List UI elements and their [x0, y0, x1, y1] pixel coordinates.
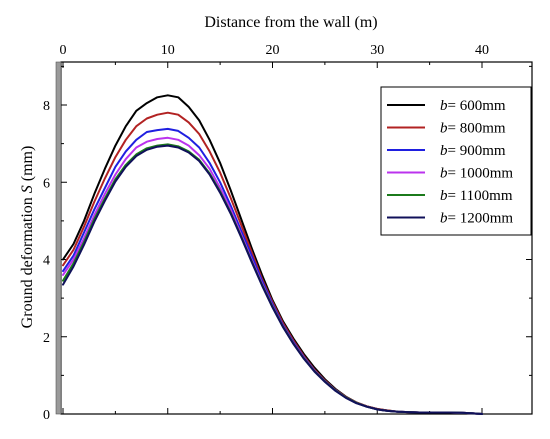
legend-label: b= 800mm: [440, 121, 506, 137]
legend-item: b= 800mm: [387, 121, 506, 137]
legend-label-rest: = 1200mm: [448, 211, 514, 227]
legend-box: [380, 86, 532, 236]
legend-label: b= 1000mm: [440, 166, 513, 182]
y-axis-title-italic: S: [19, 185, 36, 193]
legend-label-rest: = 1000mm: [448, 166, 514, 182]
legend-label: b= 1200mm: [440, 211, 513, 227]
y-axis-title: Ground deformation S (mm): [19, 146, 36, 329]
x-tick-label: 0: [60, 43, 67, 58]
legend-label: b= 900mm: [440, 143, 506, 159]
legend-label-rest: = 900mm: [448, 143, 506, 159]
series-lines: [62, 94, 483, 415]
legend-item: b= 600mm: [387, 98, 506, 114]
legend-label-italic: b: [440, 166, 448, 182]
legend-label-italic: b: [440, 143, 448, 159]
series-line-6: [62, 144, 483, 415]
x-tick-label: 40: [475, 43, 489, 58]
legend-item: b= 1000mm: [387, 166, 513, 182]
y-tick-label: 6: [43, 176, 50, 191]
y-axis-gray-bar: [55, 61, 62, 415]
x-axis-title: Distance from the wall (m): [204, 14, 377, 31]
y-axis-title-suffix: (mm): [19, 146, 36, 186]
legend-label-rest: = 1100mm: [448, 188, 513, 204]
y-tick-label: 2: [43, 331, 50, 346]
x-tick-label: 20: [266, 43, 280, 58]
y-tick-label: 0: [43, 408, 50, 423]
legend-label-italic: b: [440, 211, 448, 227]
legend-label-italic: b: [440, 121, 448, 137]
y-tick-label: 4: [43, 254, 50, 269]
legend-label-rest: = 800mm: [448, 121, 506, 137]
legend-label-rest: = 600mm: [448, 98, 506, 114]
y-axis-title-prefix: Ground deformation: [19, 193, 36, 328]
legend-label: b= 1100mm: [440, 188, 513, 204]
legend-label: b= 600mm: [440, 98, 506, 114]
legend-label-italic: b: [440, 188, 448, 204]
legend-label-italic: b: [440, 98, 448, 114]
legend-item: b= 1100mm: [387, 188, 513, 204]
x-tick-label: 30: [370, 43, 384, 58]
legend-item: b= 900mm: [387, 143, 506, 159]
axis-ticks: [61, 62, 532, 415]
axis-tick-labels: 0 10 20 30 40 0 2 4 6 8: [43, 43, 489, 423]
y-tick-label: 8: [43, 99, 50, 114]
x-tick-label: 10: [161, 43, 175, 58]
legend-item: b= 1200mm: [387, 211, 513, 227]
